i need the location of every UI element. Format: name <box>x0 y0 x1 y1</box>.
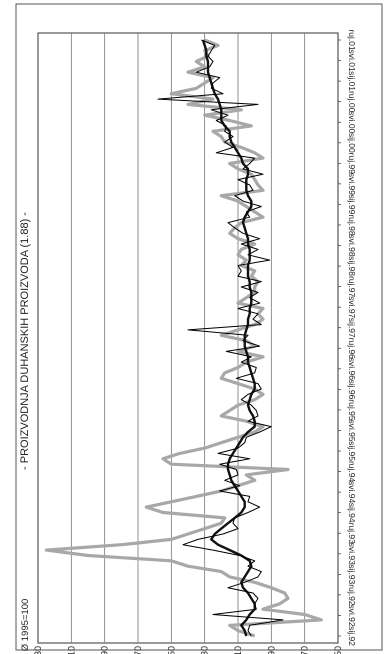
x-tick-label: svi.99 <box>347 173 357 195</box>
x-tick-label: ruj.96 <box>347 338 357 360</box>
chart-title: - PROIZVODNJA DUHANSKIH PROIZVODA (1.88)… <box>19 212 31 470</box>
y-tick-label: 90 <box>266 646 276 654</box>
x-tick-label: svi.94 <box>347 481 357 503</box>
y-tick-label: 190 <box>100 646 110 654</box>
x-tick-label: ruj.95 <box>347 399 357 421</box>
series-layer <box>44 38 323 638</box>
plot-area <box>37 32 339 644</box>
x-tick-label: svi.93 <box>347 543 357 565</box>
x-tick-label: sij.93 <box>347 564 357 584</box>
y-tick-label: 70 <box>300 646 310 654</box>
series-line-original <box>44 38 323 638</box>
x-tick-label: sij.97 <box>347 318 357 338</box>
x-tick-label: svi.00 <box>347 111 357 133</box>
x-tick-label: svi.92 <box>347 604 357 626</box>
x-tick-label: ruj.98 <box>347 214 357 236</box>
y-axis-tick-labels: 50 70 90 110 130 150 170 190 210 230 <box>33 646 343 654</box>
y-tick-label: 150 <box>166 646 176 654</box>
y-tick-label: 210 <box>66 646 76 654</box>
x-tick-label: sij.98 <box>347 256 357 276</box>
x-tick-label: svi.01 <box>347 49 357 71</box>
x-tick-label: svi.97 <box>347 296 357 318</box>
x-tick-label: sij.00 <box>347 133 357 153</box>
y-tick-label: 130 <box>200 646 210 654</box>
x-tick-label: ruj.99 <box>347 153 357 175</box>
x-tick-label: svi.98 <box>347 234 357 256</box>
y-tick-label: 50 <box>333 646 343 654</box>
base-year-note: Ø 1995=100 <box>20 599 31 652</box>
y-tick-label: 230 <box>33 646 43 654</box>
series-line-trend <box>201 39 256 637</box>
x-tick-label: sij.99 <box>347 194 357 214</box>
x-tick-label: svi.95 <box>347 419 357 441</box>
x-axis-tick-labels: sij.92svi.92ruj.92sij.93svi.93ruj.93sij.… <box>338 29 357 646</box>
x-tick-label: ruj.94 <box>347 461 357 483</box>
x-tick-label: sij.92 <box>347 626 357 646</box>
x-tick-label: sij.01 <box>347 71 357 91</box>
x-tick-label: ruj.97 <box>347 276 357 298</box>
x-tick-label: sij.94 <box>347 503 357 523</box>
x-tick-label: sij.96 <box>347 379 357 399</box>
x-tick-label: sij.95 <box>347 441 357 461</box>
series-line-seasonally-adjusted <box>157 39 284 637</box>
x-tick-label: ruj.93 <box>347 523 357 545</box>
x-tick-label: ruj.01 <box>347 29 357 51</box>
x-tick-label: ruj.00 <box>347 91 357 113</box>
y-tick-label: 170 <box>133 646 143 654</box>
y-tick-label: 110 <box>233 646 243 654</box>
x-tick-label: ruj.92 <box>347 584 357 606</box>
x-tick-label: svi.96 <box>347 358 357 380</box>
